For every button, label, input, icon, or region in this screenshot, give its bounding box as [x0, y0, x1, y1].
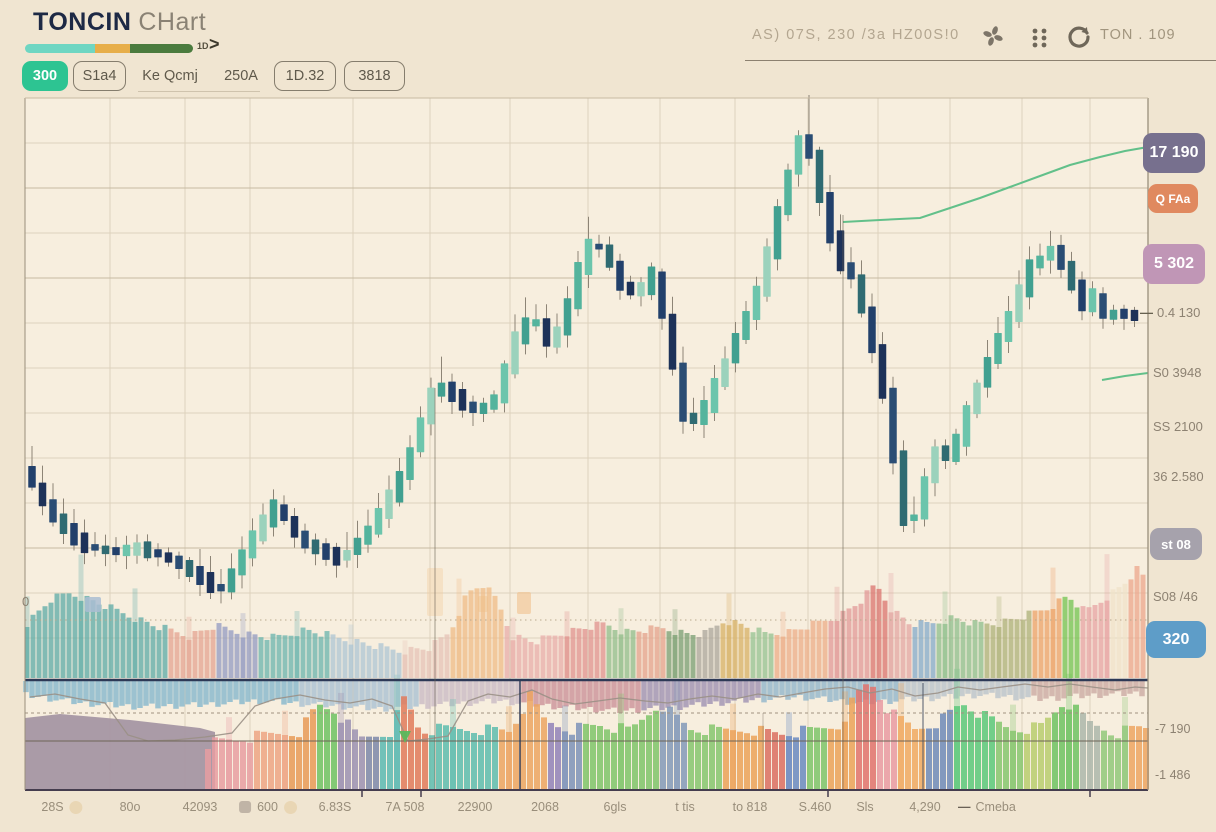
dot-icon [69, 800, 83, 814]
price-tick-dash: — [1140, 305, 1153, 320]
x-axis-label-text: 6.83S [318, 800, 352, 814]
x-axis-label: 42093 [183, 800, 218, 814]
pill-3818[interactable]: 3818 [344, 61, 405, 91]
page-title: TONCIN CHart [33, 8, 206, 37]
header-stats-text: AS) 07S, 230 /3a HZ00S!0 [752, 27, 960, 43]
legend-dash-icon: — [958, 800, 971, 814]
x-axis-label: 22900 [458, 800, 493, 814]
x-axis-label-text: S.460 [798, 800, 832, 814]
x-axis-label-text: 2068 [531, 800, 559, 814]
x-axis-label-text: t tis [675, 800, 695, 814]
timeframe-mini-label: 1D [197, 41, 209, 51]
price-scale-text: 0.4 130 [1157, 305, 1201, 320]
x-axis-label: 6gls [604, 800, 627, 814]
oscillator-scale-label: -1 486 [1155, 768, 1191, 782]
progress-segment-2 [130, 44, 193, 53]
pill-ke-qcmj[interactable]: Ke Qcmj [142, 68, 198, 84]
x-axis-label: 80o [120, 800, 141, 814]
square-icon [239, 801, 252, 813]
fan-icon[interactable] [982, 25, 1004, 47]
x-axis-label: 7A 508 [386, 800, 425, 814]
x-axis-label-text: 600 [257, 800, 278, 814]
pill-underline [138, 91, 260, 92]
pill-250a[interactable]: 250A [224, 68, 258, 84]
progress-segment-0 [25, 44, 95, 53]
pill-timeframe-300[interactable]: 300 [22, 61, 68, 91]
price-scale-label: S08 /46 [1153, 589, 1198, 604]
price-scale-badge: 5 302 [1143, 244, 1205, 284]
header-divider [745, 60, 1216, 61]
x-axis-label-text: 22900 [457, 800, 493, 814]
x-axis-label-text: 7A 508 [385, 800, 425, 814]
page-title-bold: TONCIN [33, 8, 132, 36]
x-axis-label-text: 42093 [182, 800, 218, 814]
x-axis-label: 2068 [531, 800, 559, 814]
x-axis-label: S.460 [799, 800, 832, 814]
dot-icon [283, 800, 297, 814]
price-scale-text: S0 3948 [1153, 365, 1202, 380]
x-axis-label-text: 28S [41, 800, 64, 814]
price-scale-badge: 17 190 [1143, 133, 1205, 173]
price-scale-badge: 320 [1146, 621, 1206, 658]
pill-1d32[interactable]: 1D.32 [274, 61, 336, 91]
oscillator-scale-label: -7 190 [1155, 722, 1191, 736]
x-axis-label-text: Sls [856, 800, 874, 814]
x-axis-label: 4,290 [909, 800, 940, 814]
refresh-icon[interactable] [1066, 24, 1092, 50]
progress-bar [25, 44, 193, 53]
price-scale-label: — 0.4 130 [1140, 305, 1200, 320]
x-axis-label: 28S [41, 800, 83, 814]
chevron-right-icon[interactable]: > [209, 34, 220, 54]
progress-segment-1 [95, 44, 130, 53]
x-axis-label: to 818 [733, 800, 768, 814]
page-title-light: CHart [138, 8, 207, 36]
left-axis-zero-label: 0 [22, 594, 30, 609]
price-scale-badge: Q FAa [1148, 184, 1198, 213]
legend-label: Cmeba [975, 800, 1016, 814]
x-axis-label: 600 [239, 800, 297, 814]
x-axis-label: t tis [675, 800, 694, 814]
x-axis-legend: — Cmeba [958, 800, 1016, 814]
price-scale-text: S08 /46 [1153, 589, 1198, 604]
x-axis-label-text: 4,290 [909, 800, 941, 814]
x-axis-label-text: 6gls [603, 800, 627, 814]
pill-s1a4[interactable]: S1a4 [73, 61, 126, 91]
price-scale-label: 36 2.580 [1153, 469, 1204, 484]
x-axis-label: Sls [856, 800, 873, 814]
price-scale-text: SS 2100 [1153, 419, 1203, 434]
dots-grid-icon[interactable] [1030, 27, 1049, 49]
price-scale-text: 36 2.580 [1153, 469, 1204, 484]
price-scale-badge: st 08 [1150, 528, 1202, 560]
ticker-label: TON . 109 [1100, 27, 1176, 43]
x-axis-label-text: 80o [119, 800, 141, 814]
price-scale-label: S0 3948 [1153, 365, 1201, 380]
x-axis-label: 6.83S [319, 800, 352, 814]
price-scale-label: SS 2100 [1153, 419, 1203, 434]
x-axis-label-text: to 818 [732, 800, 768, 814]
